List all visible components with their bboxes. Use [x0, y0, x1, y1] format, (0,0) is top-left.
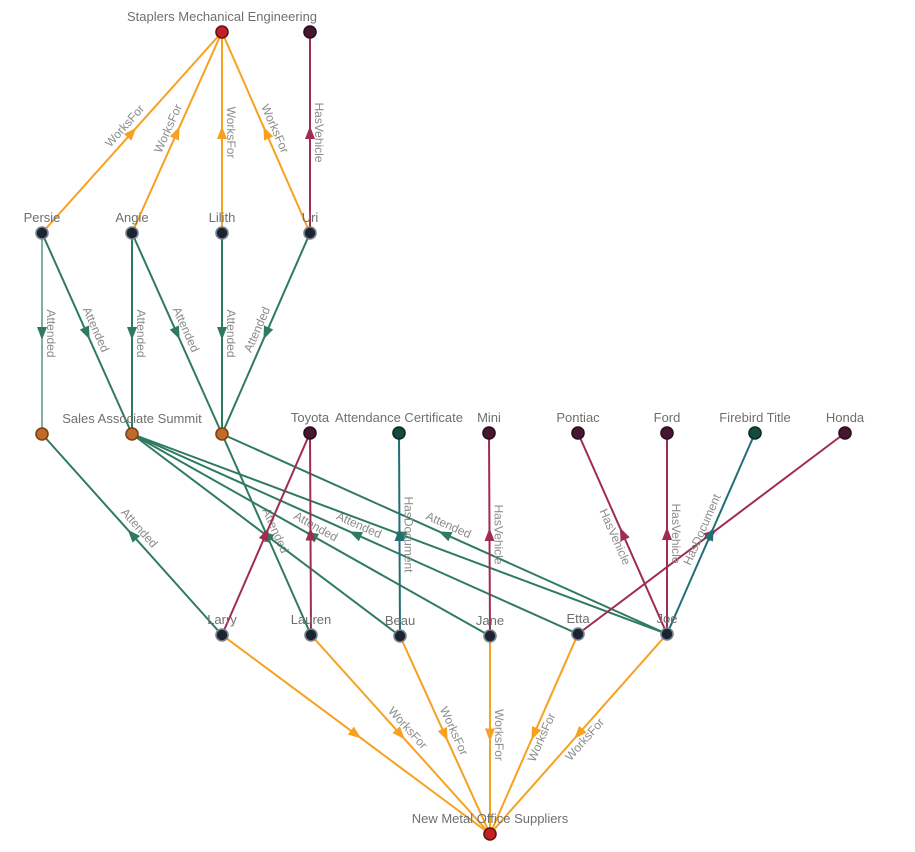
- node-label-ford: Ford: [654, 410, 681, 425]
- edge-arrow: [438, 531, 453, 542]
- edge-label: WorksFor: [102, 102, 147, 150]
- node-staplers[interactable]: [215, 25, 229, 39]
- edge-label: WorksFor: [562, 715, 607, 763]
- edge-arrow: [79, 325, 90, 340]
- node-label-toyota: Toyota: [291, 410, 330, 425]
- edge-arrow: [263, 325, 274, 340]
- edge-arrow: [37, 327, 47, 340]
- edge-label: WorksFor: [525, 711, 559, 764]
- edge-arrow: [619, 527, 630, 542]
- edge-arrow: [217, 126, 227, 139]
- node-uri[interactable]: [303, 226, 317, 240]
- edge-arrow: [394, 528, 405, 542]
- edge-arrow: [263, 126, 274, 141]
- edge-label: WorksFor: [224, 107, 238, 159]
- edge-label: WorksFor: [492, 709, 506, 761]
- edge-label: HasVehicle: [669, 503, 683, 563]
- node-vehicle_uri[interactable]: [303, 25, 317, 39]
- edge-label: HasDocument: [401, 496, 415, 573]
- node-toyota[interactable]: [303, 426, 317, 440]
- node-label-newmetal: New Metal Office Suppliers: [412, 811, 569, 826]
- node-summit2[interactable]: [125, 427, 139, 441]
- edge-arrow: [127, 327, 137, 340]
- edge-arrow: [258, 528, 269, 542]
- node-label-summit2: Sales Associate Summit: [62, 411, 202, 426]
- node-pontiac[interactable]: [571, 426, 585, 440]
- node-label-beau: Beau: [385, 613, 415, 628]
- edge-arrow: [127, 529, 141, 543]
- edge-arrow: [305, 527, 316, 541]
- edge-arrow: [123, 127, 137, 141]
- node-label-mini: Mini: [477, 410, 501, 425]
- node-summit1[interactable]: [35, 427, 49, 441]
- node-label-larry: Larry: [207, 612, 237, 627]
- edge-label: Attended: [224, 309, 238, 357]
- edge-arrow: [217, 327, 227, 340]
- edge-arrow: [169, 126, 180, 141]
- node-label-persie: Persie: [24, 210, 61, 225]
- node-label-staplers: Staplers Mechanical Engineering: [127, 9, 317, 24]
- node-persie[interactable]: [35, 226, 49, 240]
- edge-arrow: [349, 531, 363, 542]
- node-label-uri: Uri: [302, 210, 319, 225]
- edge-arrow: [662, 527, 672, 540]
- node-label-angie: Angie: [115, 210, 148, 225]
- node-mini[interactable]: [482, 426, 496, 440]
- node-beau[interactable]: [393, 629, 407, 643]
- edge-arrow: [484, 528, 495, 542]
- node-attendance_certificate[interactable]: [392, 426, 406, 440]
- node-label-lilith: Lilith: [209, 210, 236, 225]
- node-label-lauren: Lauren: [291, 612, 331, 627]
- node-larry[interactable]: [215, 628, 229, 642]
- edge-label: WorksFor: [385, 704, 430, 752]
- node-angie[interactable]: [125, 226, 139, 240]
- edge-arrow: [347, 726, 362, 739]
- node-honda[interactable]: [838, 426, 852, 440]
- node-label-attendance_certificate: Attendance Certificate: [335, 410, 463, 425]
- edge-arrow: [392, 726, 405, 740]
- node-label-etta: Etta: [566, 611, 590, 626]
- edge-label: HasVehicle: [312, 102, 326, 162]
- node-label-pontiac: Pontiac: [556, 410, 600, 425]
- node-label-firebird_title: Firebird Title: [719, 410, 791, 425]
- edge-arrow: [305, 126, 315, 139]
- node-firebird_title[interactable]: [748, 426, 762, 440]
- edge-arrow: [169, 325, 180, 340]
- node-jane[interactable]: [483, 629, 497, 643]
- node-summit3[interactable]: [215, 427, 229, 441]
- edge-arrow: [437, 727, 448, 741]
- node-lauren[interactable]: [304, 628, 318, 642]
- node-label-jane: Jane: [476, 613, 504, 628]
- node-ford[interactable]: [660, 426, 674, 440]
- edge-label: Attended: [44, 309, 58, 357]
- node-label-honda: Honda: [826, 410, 865, 425]
- edge-label: HasVehicle: [491, 504, 505, 564]
- edge-arrow: [485, 728, 495, 742]
- edge-label: Attended: [134, 309, 148, 357]
- node-lilith[interactable]: [215, 226, 229, 240]
- node-etta[interactable]: [571, 627, 585, 641]
- edge-arrow: [574, 725, 587, 739]
- node-label-joe: Joe: [657, 611, 678, 626]
- node-newmetal[interactable]: [483, 827, 497, 841]
- edge-arrow: [531, 726, 542, 740]
- node-joe[interactable]: [660, 627, 674, 641]
- edge-label: WorksFor: [151, 102, 185, 155]
- edge-arrow: [703, 527, 714, 542]
